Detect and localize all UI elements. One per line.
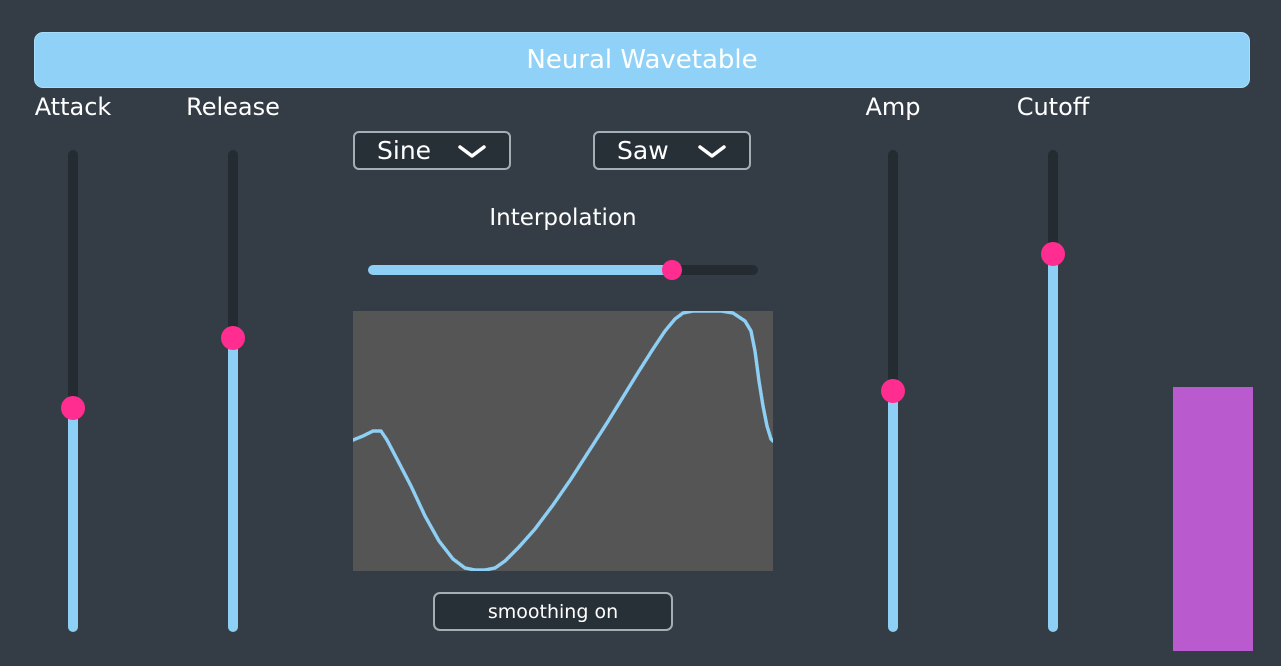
attack-label: Attack	[34, 93, 112, 121]
osc-b-selected: Saw	[617, 136, 669, 165]
attack-slider-thumb[interactable]	[61, 395, 85, 420]
cutoff-slider-thumb[interactable]	[1041, 241, 1065, 266]
interpolation-slider-fill	[368, 265, 673, 275]
cutoff-slider-fill	[1048, 253, 1058, 632]
cutoff-label: Cutoff	[1016, 93, 1090, 121]
title-bar: Neural Wavetable	[34, 32, 1250, 88]
amp-slider-thumb[interactable]	[881, 379, 905, 403]
interpolation-slider[interactable]	[368, 260, 758, 280]
osc-a-selected: Sine	[377, 136, 432, 165]
amp-slider-fill	[888, 391, 898, 632]
waveform-display	[353, 311, 773, 571]
cutoff-slider[interactable]	[1041, 150, 1065, 632]
attack-slider-track	[68, 150, 78, 632]
level-meter	[1173, 387, 1253, 651]
smoothing-toggle-button[interactable]: smoothing on	[433, 592, 673, 631]
app-title: Neural Wavetable	[526, 45, 758, 75]
attack-slider-fill	[68, 407, 78, 632]
attack-slider[interactable]	[61, 150, 85, 632]
amp-label: Amp	[865, 93, 921, 121]
waveform-plot	[353, 311, 773, 571]
waveform-line	[353, 311, 773, 571]
osc-a-dropdown[interactable]: Sine	[353, 131, 511, 170]
osc-b-dropdown[interactable]: Saw	[593, 131, 751, 170]
release-slider-thumb[interactable]	[221, 325, 245, 350]
chevron-down-icon	[698, 145, 726, 158]
release-slider-fill	[228, 337, 238, 632]
amp-slider[interactable]	[881, 150, 905, 632]
interpolation-label: Interpolation	[489, 205, 637, 231]
release-label: Release	[186, 93, 280, 121]
interpolation-slider-thumb[interactable]	[662, 260, 683, 280]
release-slider[interactable]	[221, 150, 245, 632]
chevron-down-icon	[458, 145, 486, 158]
